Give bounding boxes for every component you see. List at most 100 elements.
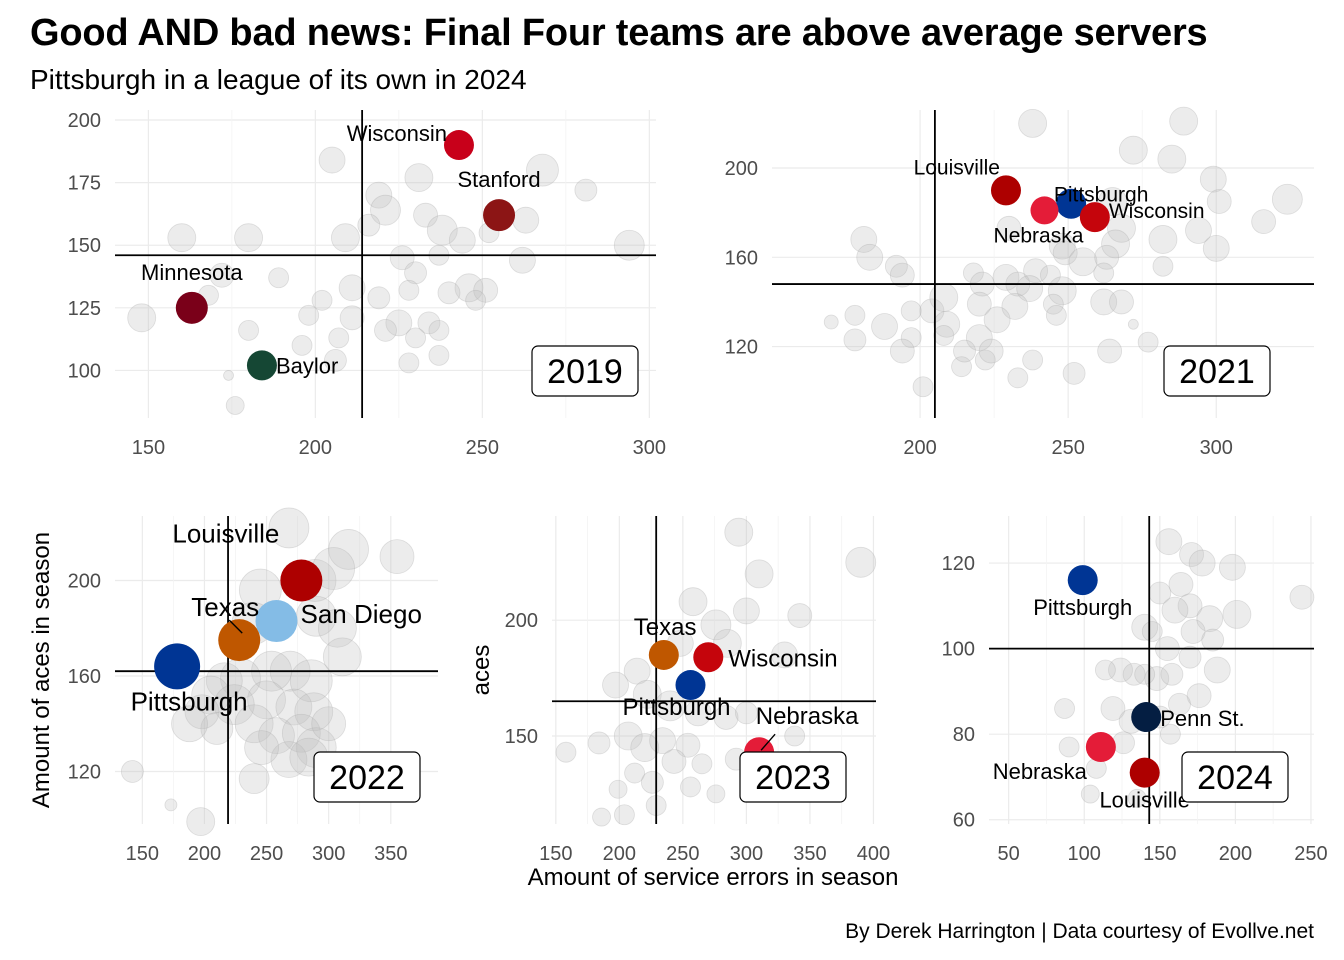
data-point bbox=[1179, 542, 1204, 567]
data-point bbox=[365, 181, 393, 209]
data-point bbox=[370, 194, 401, 226]
panel-2023: 150 200 250 300 350 400 150 200 Texas Wisconsin Pi… bbox=[505, 516, 890, 865]
y-tick-label: 200 bbox=[505, 610, 538, 632]
data-point bbox=[1185, 217, 1212, 244]
data-point bbox=[317, 608, 357, 648]
data-point bbox=[953, 339, 976, 363]
data-point bbox=[1097, 338, 1123, 364]
data-point bbox=[735, 701, 758, 725]
data-point bbox=[164, 798, 178, 812]
data-point bbox=[978, 338, 1004, 364]
x-tick-label: 250 bbox=[1051, 437, 1084, 459]
data-point bbox=[512, 206, 540, 234]
team-label: Nebraska bbox=[993, 759, 1088, 784]
data-point bbox=[889, 338, 915, 364]
data-point bbox=[555, 741, 577, 763]
data-point bbox=[374, 318, 397, 342]
data-point bbox=[1178, 645, 1202, 669]
x-tick-label: 200 bbox=[299, 437, 332, 459]
data-point bbox=[1168, 692, 1191, 716]
data-point bbox=[357, 213, 381, 237]
data-point bbox=[884, 254, 908, 278]
x-tick-label: 300 bbox=[633, 437, 666, 459]
data-point bbox=[1022, 349, 1044, 371]
data-point bbox=[889, 262, 915, 288]
x-tick-label: 250 bbox=[250, 843, 283, 865]
data-point bbox=[1054, 698, 1075, 719]
x-tick-label: 350 bbox=[793, 843, 826, 865]
data-point bbox=[706, 784, 726, 804]
y-tick-label: 150 bbox=[68, 235, 101, 257]
data-point bbox=[623, 657, 651, 685]
team-label: Penn St. bbox=[1160, 706, 1244, 731]
data-point bbox=[1144, 666, 1170, 691]
year-label: 2024 bbox=[1197, 759, 1273, 797]
data-point bbox=[974, 349, 996, 371]
y-axis-label-mid: aces bbox=[468, 644, 495, 696]
x-tick-label: 300 bbox=[1200, 437, 1233, 459]
data-point bbox=[602, 671, 629, 699]
data-point bbox=[1058, 736, 1080, 758]
data-point bbox=[1206, 189, 1232, 214]
panel-2024: 50 100 150 200 250 60 80 100 120 Pittsburgh Penn S… bbox=[942, 516, 1328, 865]
data-point bbox=[1196, 605, 1224, 633]
team-label: Louisville bbox=[914, 156, 1000, 179]
x-tick-label: 200 bbox=[1219, 843, 1252, 865]
data-point bbox=[680, 776, 701, 798]
x-tick-label: 250 bbox=[1294, 843, 1327, 865]
data-point bbox=[733, 597, 760, 625]
data-point bbox=[929, 283, 959, 312]
data-point bbox=[404, 261, 427, 285]
data-point bbox=[398, 279, 420, 301]
y-tick-label: 100 bbox=[68, 360, 101, 382]
data-point bbox=[592, 807, 611, 827]
data-point bbox=[1177, 593, 1203, 619]
data-point bbox=[1159, 723, 1181, 745]
data-point bbox=[120, 760, 144, 783]
team-label: Pittsburgh bbox=[622, 694, 730, 721]
data-point bbox=[996, 215, 1022, 241]
data-point bbox=[448, 226, 476, 254]
team-point-stanford bbox=[483, 199, 516, 232]
data-point bbox=[186, 807, 216, 837]
data-point bbox=[526, 153, 559, 187]
team-label: Minnesota bbox=[141, 260, 243, 285]
data-point bbox=[919, 298, 945, 324]
data-point bbox=[247, 680, 286, 720]
data-point bbox=[281, 713, 321, 753]
data-point bbox=[1100, 696, 1126, 721]
data-point bbox=[900, 327, 922, 349]
data-point bbox=[744, 559, 774, 589]
data-point bbox=[624, 762, 645, 784]
data-point bbox=[654, 690, 686, 722]
y-tick-label: 100 bbox=[942, 639, 975, 661]
data-point bbox=[613, 229, 645, 261]
team-label: Texas bbox=[634, 614, 697, 641]
team-point-pittsburgh bbox=[1056, 188, 1087, 219]
team-label: Wisconsin bbox=[728, 645, 837, 672]
data-point bbox=[1007, 367, 1029, 389]
year-label: 2023 bbox=[755, 759, 831, 797]
data-point bbox=[691, 753, 713, 775]
data-point bbox=[1169, 106, 1199, 136]
data-point bbox=[1127, 318, 1139, 330]
data-point bbox=[613, 721, 643, 751]
data-point bbox=[127, 303, 157, 333]
data-point bbox=[1080, 784, 1100, 804]
y-axis-label-left: Amount of aces in season bbox=[28, 531, 55, 809]
data-point bbox=[1199, 165, 1227, 193]
team-label: Wisconsin bbox=[347, 121, 447, 146]
data-point bbox=[574, 178, 598, 202]
data-point bbox=[225, 396, 245, 415]
data-point bbox=[843, 328, 867, 352]
data-point bbox=[1131, 613, 1159, 641]
y-tick-label: 200 bbox=[68, 110, 101, 132]
data-point bbox=[324, 349, 347, 372]
data-point bbox=[675, 732, 701, 758]
data-point bbox=[244, 730, 279, 765]
data-point bbox=[1040, 264, 1061, 286]
data-point bbox=[428, 319, 450, 341]
data-point bbox=[1186, 683, 1212, 709]
data-point bbox=[338, 274, 366, 302]
data-point bbox=[367, 286, 391, 310]
